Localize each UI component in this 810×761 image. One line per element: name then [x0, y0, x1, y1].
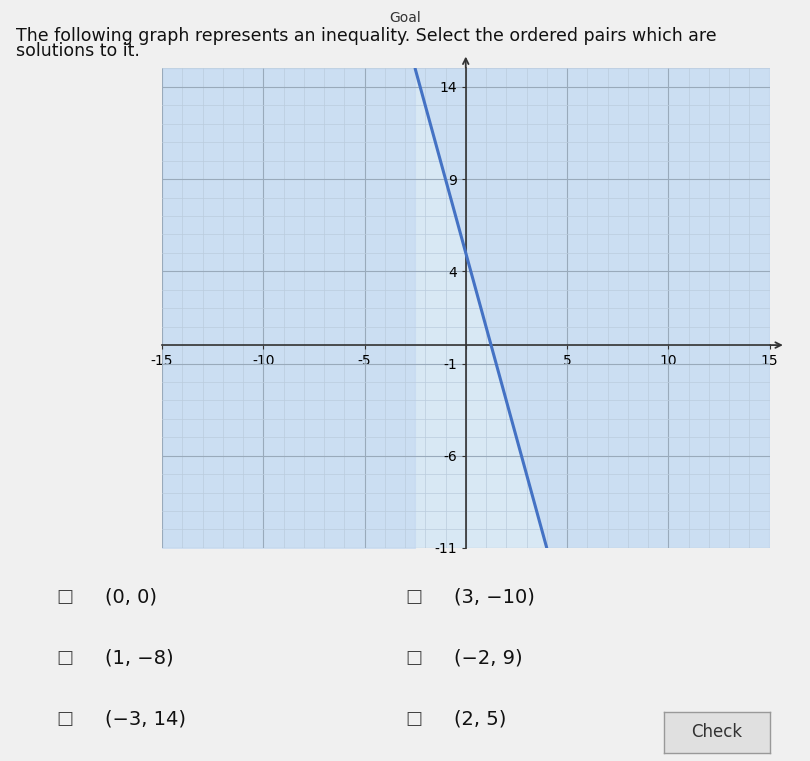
Text: (−3, 14): (−3, 14): [105, 710, 186, 728]
Text: Check: Check: [691, 724, 743, 741]
Text: (0, 0): (0, 0): [105, 588, 157, 607]
Text: □: □: [405, 588, 422, 607]
Text: □: □: [57, 649, 74, 667]
Text: solutions to it.: solutions to it.: [16, 42, 140, 60]
Text: (2, 5): (2, 5): [454, 710, 506, 728]
Text: (1, −8): (1, −8): [105, 649, 174, 667]
Text: (−2, 9): (−2, 9): [454, 649, 522, 667]
Text: □: □: [57, 710, 74, 728]
Text: □: □: [405, 649, 422, 667]
Text: The following graph represents an inequality. Select the ordered pairs which are: The following graph represents an inequa…: [16, 27, 717, 45]
Text: (3, −10): (3, −10): [454, 588, 535, 607]
Text: □: □: [57, 588, 74, 607]
Text: Goal: Goal: [389, 11, 421, 25]
Text: □: □: [405, 710, 422, 728]
